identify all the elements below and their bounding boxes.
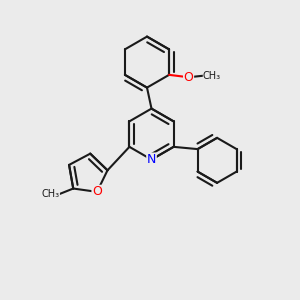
Text: O: O	[92, 185, 102, 198]
Text: N: N	[147, 153, 156, 166]
Text: CH₃: CH₃	[42, 189, 60, 199]
Text: CH₃: CH₃	[203, 71, 221, 81]
Text: O: O	[184, 71, 194, 84]
